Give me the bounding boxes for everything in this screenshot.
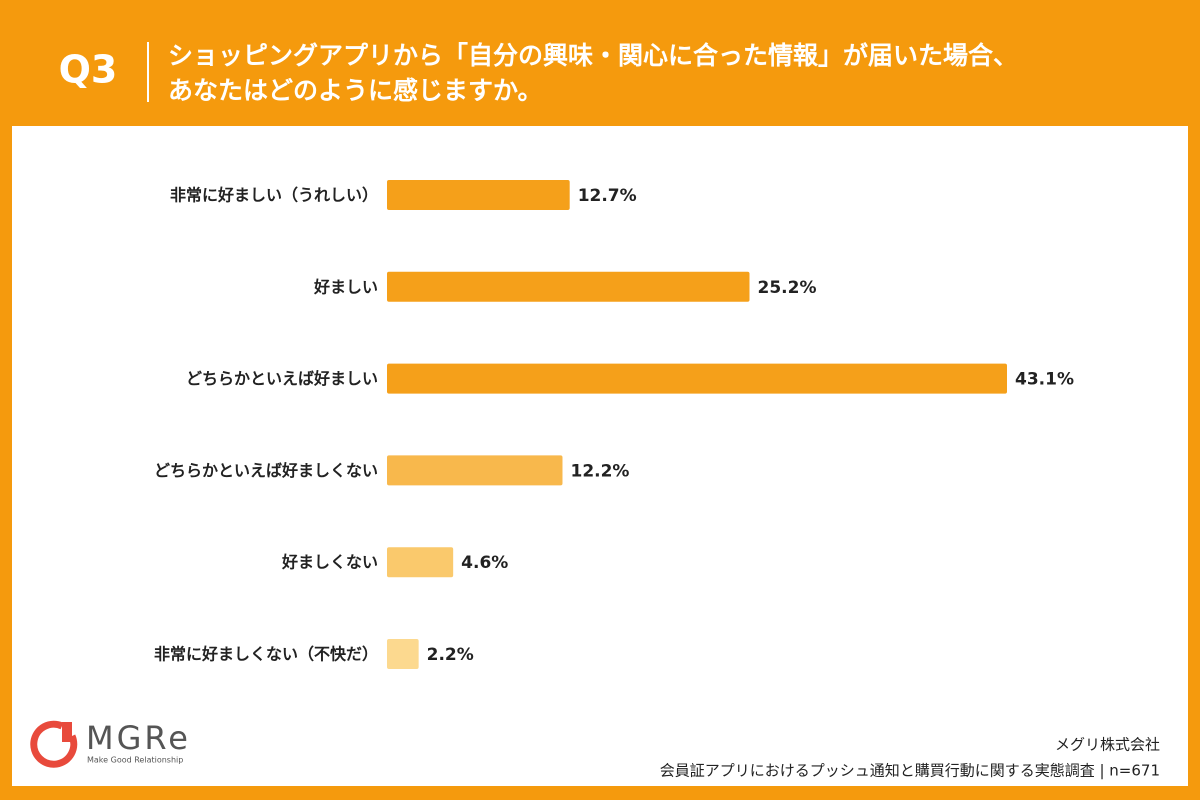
- value-label: 2.2%: [427, 645, 474, 665]
- category-label: どちらかといえば好ましい: [186, 369, 378, 388]
- category-label: 非常に好ましい（うれしい）: [170, 186, 378, 205]
- bar: [387, 547, 454, 578]
- value-label: 43.1%: [1015, 370, 1074, 390]
- bar: [387, 363, 1007, 394]
- value-label: 12.7%: [578, 186, 637, 206]
- value-label: 25.2%: [758, 278, 817, 298]
- category-label: 非常に好ましくない（不快だ）: [154, 645, 378, 664]
- title-line: あなたはどのように感じますか。: [168, 76, 543, 105]
- logo-icon: [30, 720, 78, 768]
- category-label: 好ましくない: [281, 553, 378, 572]
- source: メグリ株式会社: [1055, 736, 1160, 754]
- category-label: 好ましい: [313, 277, 378, 296]
- value-label: 12.2%: [570, 461, 629, 481]
- category-label: どちらかといえば好ましくない: [154, 461, 378, 480]
- title-line: ショッピングアプリから「自分の興味・関心に合った情報」が届いた場合、: [168, 41, 1018, 70]
- bar: [387, 455, 563, 486]
- logo-tagline: Make Good Relationship: [87, 756, 183, 765]
- bar: [387, 271, 750, 302]
- card: [12, 126, 1188, 786]
- bar: [387, 180, 570, 210]
- note: 会員証アプリにおけるプッシュ通知と購買行動に関する実態調査 | n=671: [660, 762, 1160, 780]
- value-label: 4.6%: [461, 553, 508, 573]
- logo: MGRe: [86, 719, 191, 757]
- question-number: Q3: [59, 48, 118, 92]
- logo-icon-bar: [62, 722, 72, 742]
- bar: [387, 639, 419, 669]
